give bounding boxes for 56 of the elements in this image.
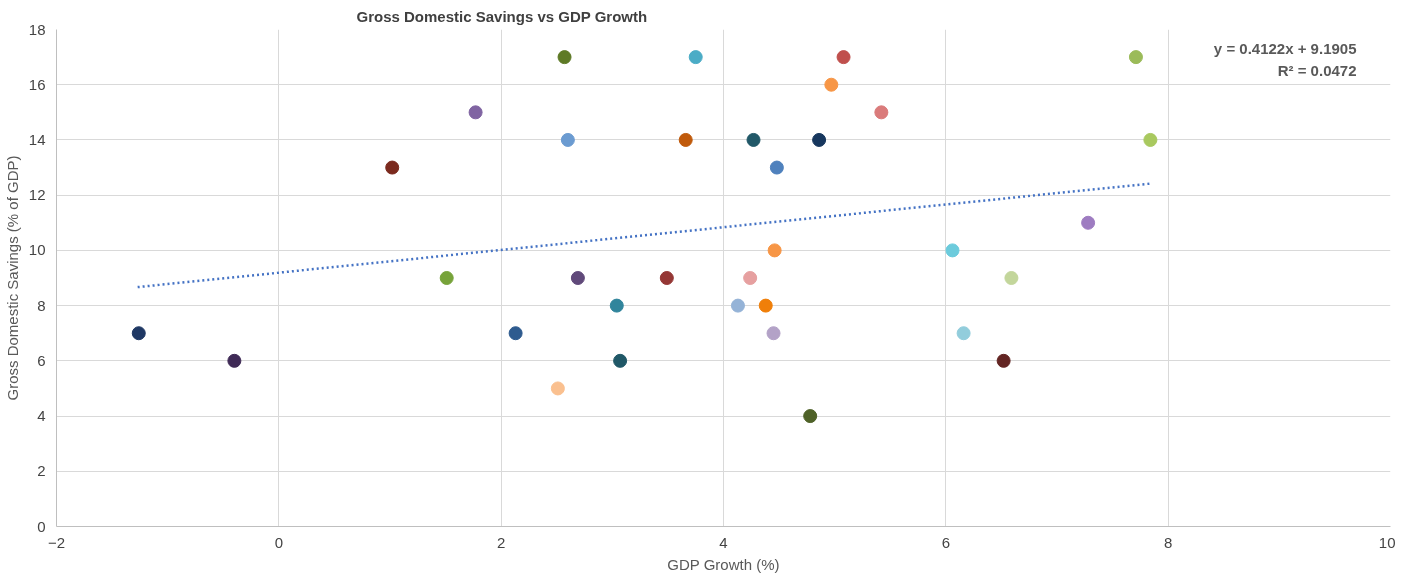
- point: [508, 326, 523, 341]
- y-tick-label: 12: [28, 186, 46, 204]
- y-tick-label: 4: [37, 407, 46, 425]
- point: [557, 50, 572, 65]
- y-tick-label: 18: [28, 20, 46, 38]
- point: [945, 243, 960, 258]
- point: [836, 50, 851, 65]
- x-tick-label: 2: [497, 533, 506, 551]
- y-tick-label: 16: [28, 75, 46, 93]
- y-axis-title: Gross Domestic Savings (% of GDP): [3, 155, 21, 401]
- point: [385, 160, 400, 175]
- point: [956, 326, 971, 341]
- point: [767, 243, 782, 258]
- point: [570, 271, 585, 285]
- point: [803, 409, 818, 424]
- annotation: y = 0.4122x + 9.1905: [1213, 39, 1357, 57]
- point: [1004, 271, 1019, 285]
- x-tick-label: 0: [274, 533, 284, 551]
- point: [227, 353, 242, 368]
- y-tick-label: 6: [37, 351, 46, 369]
- point: [1143, 132, 1158, 147]
- y-tick-label: 8: [37, 296, 46, 314]
- point: [812, 132, 827, 147]
- point: [769, 160, 784, 175]
- point: [743, 271, 758, 285]
- x-tick-label: 4: [719, 533, 728, 551]
- annotation: R² = 0.0472: [1277, 61, 1357, 79]
- x-tick-label: 6: [941, 533, 951, 551]
- point: [550, 381, 565, 396]
- x-axis-title: GDP Growth (%): [667, 555, 780, 573]
- y-tick-label: 10: [28, 241, 46, 259]
- y-tick-label: 0: [37, 517, 46, 535]
- point: [560, 132, 575, 147]
- x-tick-label: 10: [1378, 533, 1396, 551]
- y-tick-label: 2: [37, 462, 46, 480]
- point: [688, 50, 703, 65]
- chart-title: Gross Domestic Savings vs GDP Growth: [356, 7, 648, 25]
- point: [730, 298, 745, 313]
- point: [439, 271, 454, 285]
- y-tick-label: 14: [28, 130, 46, 148]
- point: [1128, 50, 1143, 65]
- point: [758, 298, 773, 313]
- point: [678, 132, 693, 147]
- point: [874, 105, 889, 120]
- point: [609, 298, 624, 313]
- point: [659, 271, 674, 285]
- point: [746, 132, 761, 147]
- point: [131, 326, 146, 341]
- x-tick-label: 8: [1164, 533, 1173, 551]
- point: [766, 326, 781, 341]
- point: [468, 105, 483, 120]
- point: [996, 353, 1011, 368]
- point: [824, 77, 839, 92]
- point: [613, 353, 628, 368]
- point: [1081, 215, 1096, 230]
- x-tick-label: −2: [47, 533, 66, 551]
